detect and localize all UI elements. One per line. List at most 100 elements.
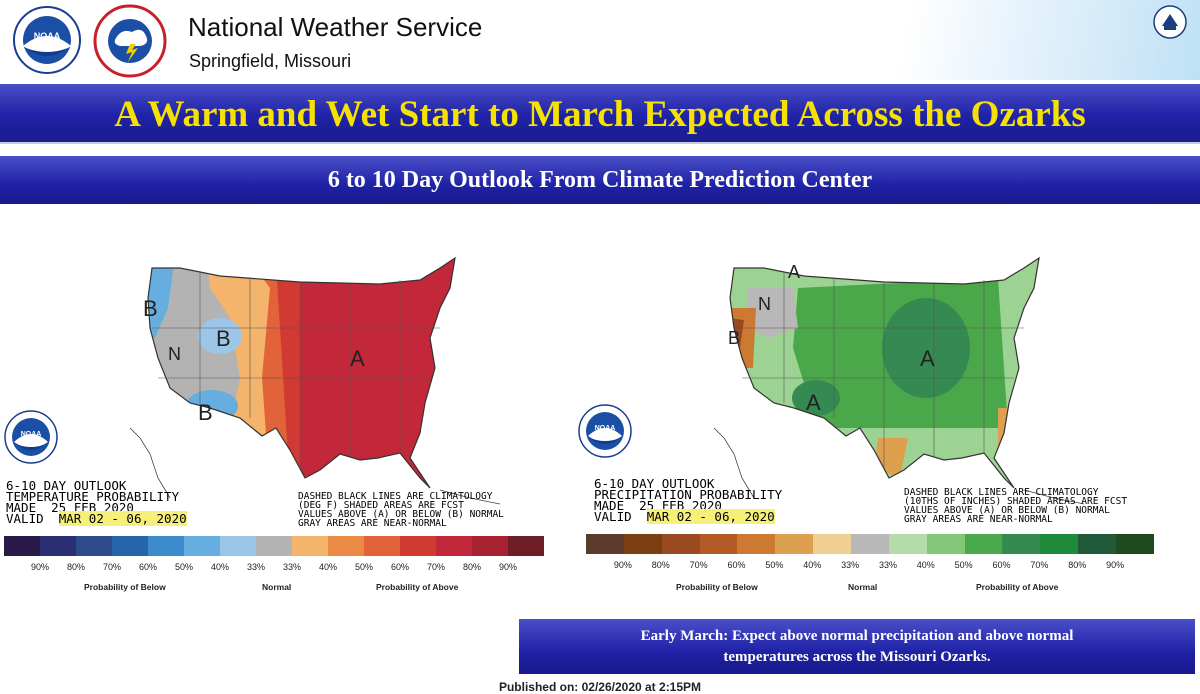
temp-note-line-4: GRAY AREAS ARE NEAR-NORMAL	[298, 518, 447, 529]
legend-percent-label: 33%	[878, 560, 897, 570]
summary-box: Early March: Expect above normal precipi…	[519, 619, 1195, 674]
legend-swatch	[1040, 534, 1079, 554]
legend-swatch	[1002, 534, 1041, 554]
legend-swatch	[964, 534, 1003, 554]
legend-percent-label: 90%	[613, 560, 632, 570]
legend-percent-label: 70%	[426, 562, 445, 572]
precipitation-map: A N B A A	[713, 256, 1085, 505]
temp-map-b-marker-2: B	[216, 326, 231, 351]
legend-percent-label: 70%	[689, 560, 708, 570]
temperature-outlook-panel: B N B B A NOAA 6-10 DAY OUTLOOK TEMPERATU…	[0, 228, 600, 628]
legend-swatch	[737, 534, 776, 554]
temp-legend	[4, 536, 544, 556]
temp-map-note: DASHED BLACK LINES ARE CLIMATOLOGY (DEG F…	[298, 491, 504, 529]
precip-map-b-marker: B	[728, 328, 740, 348]
temp-map-n-marker: N	[168, 344, 181, 364]
svg-text:NOAA: NOAA	[34, 31, 61, 41]
legend-swatch	[775, 534, 814, 554]
legend-swatch	[112, 536, 148, 556]
temp-map-a-marker: A	[350, 346, 365, 371]
legend-percent-label: 50%	[354, 562, 373, 572]
legend-percent-label: 40%	[803, 560, 822, 570]
temp-map-caption: 6-10 DAY OUTLOOK TEMPERATURE PROBABILITY M…	[6, 479, 187, 526]
legend-percent-label: 70%	[1030, 560, 1049, 570]
subtitle-banner: 6 to 10 Day Outlook From Climate Predict…	[0, 156, 1200, 204]
legend-percent-label: 50%	[174, 562, 193, 572]
legend-percent-label: 80%	[66, 562, 85, 572]
precip-map-a-marker: A	[788, 262, 800, 282]
temp-note-line-1: DASHED BLACK LINES ARE CLIMATOLOGY	[298, 491, 493, 502]
legend-percent-label: 90%	[1106, 560, 1125, 570]
legend-percent-label: 80%	[462, 562, 481, 572]
legend-swatch	[661, 534, 700, 554]
legend-swatch	[40, 536, 76, 556]
legend-swatch	[76, 536, 112, 556]
temp-map-b-marker-3: B	[198, 400, 213, 425]
legend-percent-label: 40%	[210, 562, 229, 572]
legend-swatch	[364, 536, 400, 556]
legend-swatch	[926, 534, 965, 554]
summary-line-1: Early March: Expect above normal precipi…	[640, 628, 1074, 644]
legend-percent-label: 40%	[916, 560, 935, 570]
legend-percent-label: 70%	[102, 562, 121, 572]
svg-text:NOAA: NOAA	[595, 425, 616, 432]
legend-percent-label: 33%	[841, 560, 860, 570]
legend-percent-label: 80%	[1068, 560, 1087, 570]
legend-swatch	[184, 536, 220, 556]
legend-percent-label: 33%	[246, 562, 265, 572]
legend-swatch	[400, 536, 436, 556]
temp-title-line-3: MADE 25 FEB 2020	[6, 500, 134, 515]
subtitle-text: 6 to 10 Day Outlook From Climate Predict…	[327, 167, 873, 193]
precip-map-caption: 6-10 DAY OUTLOOK PRECIPITATION PROBABILIT…	[594, 477, 783, 524]
precip-note-line-1: DASHED BLACK LINES ARE CLIMATOLOGY	[904, 487, 1099, 498]
legend-percent-label: 60%	[992, 560, 1011, 570]
legend-percent-label: 33%	[282, 562, 301, 572]
precip-map-a-marker-2: A	[920, 346, 935, 371]
precip-legend	[586, 534, 1154, 554]
legend-swatch	[586, 534, 624, 554]
noaa-logo-icon: NOAA	[4, 410, 58, 464]
legend-swatch	[472, 536, 508, 556]
legend-swatch	[220, 536, 256, 556]
legend-percent-label: 90%	[498, 562, 517, 572]
precip-normal-label: Normal	[848, 582, 878, 592]
temp-legend-percentages: 90% 80% 70% 60% 50% 40% 33% 33% 40% 50% 60% 70% 80% 9…	[22, 562, 526, 572]
header: NOAA National Weather Service Springfiel…	[0, 0, 1200, 80]
temperature-map: B N B B A	[129, 256, 501, 505]
precip-note-line-4: GRAY AREAS ARE NEAR-NORMAL	[904, 514, 1053, 525]
temp-note-line-2: (DEG F) SHADED AREAS ARE FCST	[298, 500, 464, 511]
legend-percent-label: 90%	[30, 562, 49, 572]
temp-note-line-3: VALUES ABOVE (A) OR BELOW (B) NORMAL	[298, 509, 504, 520]
legend-percent-label: 40%	[318, 562, 337, 572]
legend-swatch	[436, 536, 472, 556]
legend-percent-label: 60%	[727, 560, 746, 570]
office-location: Springfield, Missouri	[189, 51, 352, 71]
published-timestamp: Published on: 02/26/2020 at 2:15PM	[498, 680, 702, 694]
precip-title-line-2: PRECIPITATION PROBABILITY	[594, 487, 783, 502]
precip-below-label: Probability of Below	[676, 582, 758, 592]
precip-valid-label: VALID	[594, 509, 632, 524]
precipitation-outlook-panel: A N B A A NOAA 6-10 DAY OUTLOOK PRECIPITA…	[578, 228, 1178, 628]
legend-percent-label: 80%	[651, 560, 670, 570]
precip-map-n-marker: N	[758, 294, 771, 314]
legend-swatch	[256, 536, 292, 556]
legend-percent-label: 60%	[390, 562, 409, 572]
legend-swatch	[328, 536, 364, 556]
precip-legend-percentages: 90% 80% 70% 60% 50% 40% 33% 33% 40% 50% 60% 70% 80% 9…	[604, 560, 1134, 570]
organization-name: National Weather Service	[188, 12, 483, 42]
nws-logo-icon	[93, 4, 167, 78]
header-swoosh	[780, 0, 1200, 80]
precip-note-line-2: (10THS OF INCHES) SHADED AREAS ARE FCST	[904, 496, 1128, 507]
noaa-logo-icon: NOAA	[13, 6, 81, 74]
legend-percent-label: 50%	[954, 560, 973, 570]
temp-map-b-marker: B	[143, 296, 158, 321]
legend-swatch	[4, 536, 40, 556]
legend-swatch	[813, 534, 852, 554]
temp-valid-label: VALID	[6, 511, 44, 526]
temp-above-label: Probability of Above	[376, 582, 459, 592]
legend-swatch	[1078, 534, 1117, 554]
precip-note-line-3: VALUES ABOVE (A) OR BELOW (B) NORMAL	[904, 505, 1110, 516]
precip-title-line-3: MADE 25 FEB 2020	[594, 498, 722, 513]
legend-swatch	[148, 536, 184, 556]
title-banner: A Warm and Wet Start to March Expected A…	[0, 84, 1200, 142]
